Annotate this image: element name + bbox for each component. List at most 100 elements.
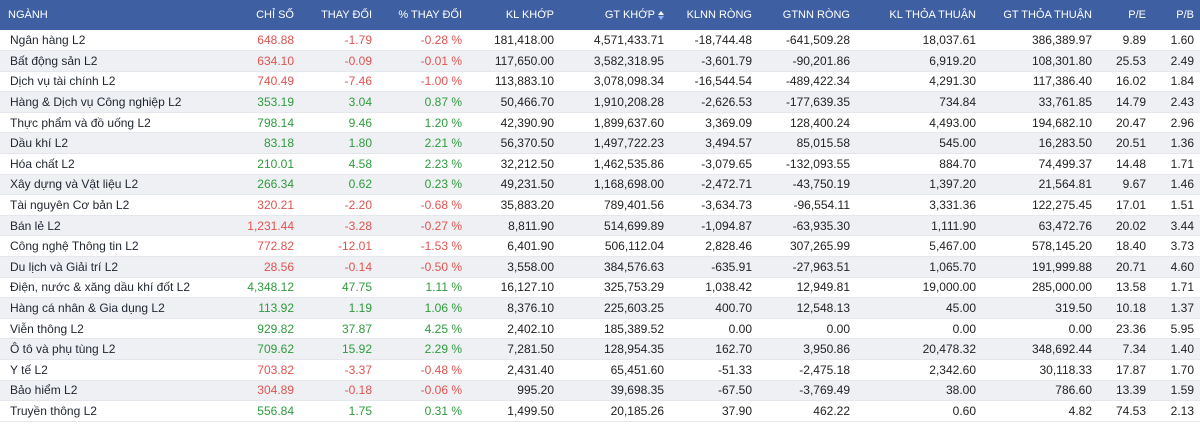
change-cell: 15.92: [300, 338, 378, 360]
table-row[interactable]: Bán lẻ L2 1,231.44 -3.28 -0.27 % 8,811.90 514…: [0, 215, 1200, 237]
vol-cell: 50,466.70: [468, 91, 560, 113]
pe-cell: 23.36: [1098, 318, 1152, 340]
pe-cell: 16.02: [1098, 71, 1152, 93]
index-cell: 634.10: [220, 50, 300, 72]
table-row[interactable]: Công nghệ Thông tin L2 772.82 -12.01 -1.53 …: [0, 235, 1200, 258]
val-cell: 1,462,535.86: [560, 153, 670, 175]
kltt-cell: 1,111.90: [856, 215, 982, 237]
gtnn-cell: 12,949.81: [758, 277, 856, 299]
klnn-cell: 3,494.57: [670, 132, 758, 155]
header-pct[interactable]: % THAY ĐỔI: [398, 9, 462, 21]
val-cell: 325,753.29: [560, 277, 670, 299]
table-row[interactable]: Hàng & Dịch vụ Công nghiệp L2 353.19 3.04 0…: [0, 91, 1200, 113]
header-gttt[interactable]: GT THỎA THUẬN: [1003, 9, 1092, 21]
pct-cell: 0.87 %: [378, 91, 468, 113]
pe-cell: 18.40: [1098, 235, 1152, 258]
change-cell: -12.01: [300, 235, 378, 258]
index-cell: 304.89: [220, 380, 300, 402]
pct-cell: 0.31 %: [378, 400, 468, 422]
table-row[interactable]: Y tế L2 703.82 -3.37 -0.48 % 2,431.40 65,451.…: [0, 359, 1200, 381]
table-row[interactable]: Thực phẩm và đồ uống L2 798.14 9.46 1.20 % 4…: [0, 112, 1200, 134]
table-row[interactable]: Hóa chất L2 210.01 4.58 2.23 % 32,212.50 1,46…: [0, 153, 1200, 175]
pct-cell: -0.01 %: [378, 50, 468, 72]
change-cell: 37.87: [300, 318, 378, 340]
vol-cell: 2,402.10: [468, 318, 560, 340]
index-cell: 320.21: [220, 194, 300, 216]
sector-name: Dịch vụ tài chính L2: [0, 71, 220, 93]
table-row[interactable]: Du lịch và Giải trí L2 28.56 -0.14 -0.50 % 3…: [0, 256, 1200, 278]
table-row[interactable]: Dầu khí L2 83.18 1.80 2.21 % 56,370.50 1,497,…: [0, 132, 1200, 155]
klnn-cell: -1,094.87: [670, 215, 758, 237]
vol-cell: 181,418.00: [468, 30, 560, 52]
change-cell: -0.09: [300, 50, 378, 72]
vol-cell: 49,231.50: [468, 174, 560, 196]
table-row[interactable]: Dịch vụ tài chính L2 740.49 -7.46 -1.00 % 11…: [0, 71, 1200, 93]
index-cell: 113.92: [220, 297, 300, 319]
header-kltt[interactable]: KL THỎA THUẬN: [889, 9, 976, 21]
vol-cell: 6,401.90: [468, 235, 560, 258]
table-row[interactable]: Hàng cá nhân & Gia dụng L2 113.92 1.19 1.06…: [0, 297, 1200, 319]
index-cell: 648.88: [220, 30, 300, 52]
header-name[interactable]: NGÀNH: [8, 9, 48, 21]
pb-cell: 3.44: [1152, 215, 1200, 237]
gttt-cell: 319.50: [982, 297, 1098, 319]
change-cell: 47.75: [300, 277, 378, 299]
vol-cell: 42,390.90: [468, 112, 560, 134]
pct-cell: -0.48 %: [378, 359, 468, 381]
gttt-cell: 74,499.37: [982, 153, 1098, 175]
val-cell: 225,603.25: [560, 297, 670, 319]
index-cell: 4,348.12: [220, 277, 300, 299]
pb-cell: 1.36: [1152, 132, 1200, 155]
pb-cell: 1.37: [1152, 297, 1200, 319]
header-klnn[interactable]: KLNN RÒNG: [686, 9, 752, 21]
gttt-cell: 786.60: [982, 380, 1098, 402]
gttt-cell: 63,472.76: [982, 215, 1098, 237]
kltt-cell: 18,037.61: [856, 30, 982, 52]
pe-cell: 74.53: [1098, 400, 1152, 422]
header-gtnn[interactable]: GTNN RÒNG: [782, 9, 850, 21]
header-pb[interactable]: P/B: [1176, 9, 1194, 21]
sector-name: Hàng cá nhân & Gia dụng L2: [0, 297, 220, 319]
header-pe[interactable]: P/E: [1128, 9, 1146, 21]
val-cell: 789,401.56: [560, 194, 670, 216]
vol-cell: 56,370.50: [468, 132, 560, 155]
pct-cell: -0.28 %: [378, 30, 468, 52]
pb-cell: 1.84: [1152, 71, 1200, 93]
table-row[interactable]: Điện, nước & xăng dầu khí đốt L2 4,348.12…: [0, 277, 1200, 299]
table-row[interactable]: Ô tô và phụ tùng L2 709.62 15.92 2.29 % 7,28…: [0, 338, 1200, 360]
gttt-cell: 578,145.20: [982, 235, 1098, 258]
sector-name: Viễn thông L2: [0, 318, 220, 340]
table-row[interactable]: Truyền thông L2 556.84 1.75 0.31 % 1,499.50 2…: [0, 400, 1200, 422]
table-row[interactable]: Tài nguyên Cơ bản L2 320.21 -2.20 -0.68 % 35…: [0, 194, 1200, 216]
index-cell: 556.84: [220, 400, 300, 422]
header-vol[interactable]: KL KHỚP: [505, 9, 554, 21]
pct-cell: -0.50 %: [378, 256, 468, 278]
gtnn-cell: 3,950.86: [758, 338, 856, 360]
klnn-cell: 400.70: [670, 297, 758, 319]
table-row[interactable]: Bất động sản L2 634.10 -0.09 -0.01 % 117,650…: [0, 50, 1200, 72]
klnn-cell: -2,626.53: [670, 91, 758, 113]
header-change[interactable]: THAY ĐỔI: [321, 9, 372, 21]
table-row[interactable]: Bảo hiểm L2 304.89 -0.18 -0.06 % 995.20 39,69…: [0, 380, 1200, 402]
pb-cell: 1.46: [1152, 174, 1200, 196]
pe-cell: 7.34: [1098, 338, 1152, 360]
table-row[interactable]: Xây dựng và Vật liệu L2 266.34 0.62 0.23 % 4…: [0, 174, 1200, 196]
table-row[interactable]: Ngân hàng L2 648.88 -1.79 -0.28 % 181,418.00…: [0, 30, 1200, 52]
val-cell: 39,698.35: [560, 380, 670, 402]
header-val[interactable]: GT KHỚP: [560, 0, 670, 30]
pb-cell: 2.96: [1152, 112, 1200, 134]
pb-cell: 1.59: [1152, 380, 1200, 402]
klnn-cell: -635.91: [670, 256, 758, 278]
pct-cell: 0.23 %: [378, 174, 468, 196]
klnn-cell: -18,744.48: [670, 30, 758, 52]
sort-icon[interactable]: [658, 10, 664, 20]
pb-cell: 1.71: [1152, 153, 1200, 175]
kltt-cell: 734.84: [856, 91, 982, 113]
klnn-cell: -51.33: [670, 359, 758, 381]
kltt-cell: 884.70: [856, 153, 982, 175]
sector-name: Điện, nước & xăng dầu khí đốt L2: [0, 277, 220, 299]
klnn-cell: -16,544.54: [670, 71, 758, 93]
kltt-cell: 45.00: [856, 297, 982, 319]
header-index[interactable]: CHỈ SỐ: [256, 9, 294, 21]
table-row[interactable]: Viễn thông L2 929.82 37.87 4.25 % 2,402.10 18…: [0, 318, 1200, 340]
